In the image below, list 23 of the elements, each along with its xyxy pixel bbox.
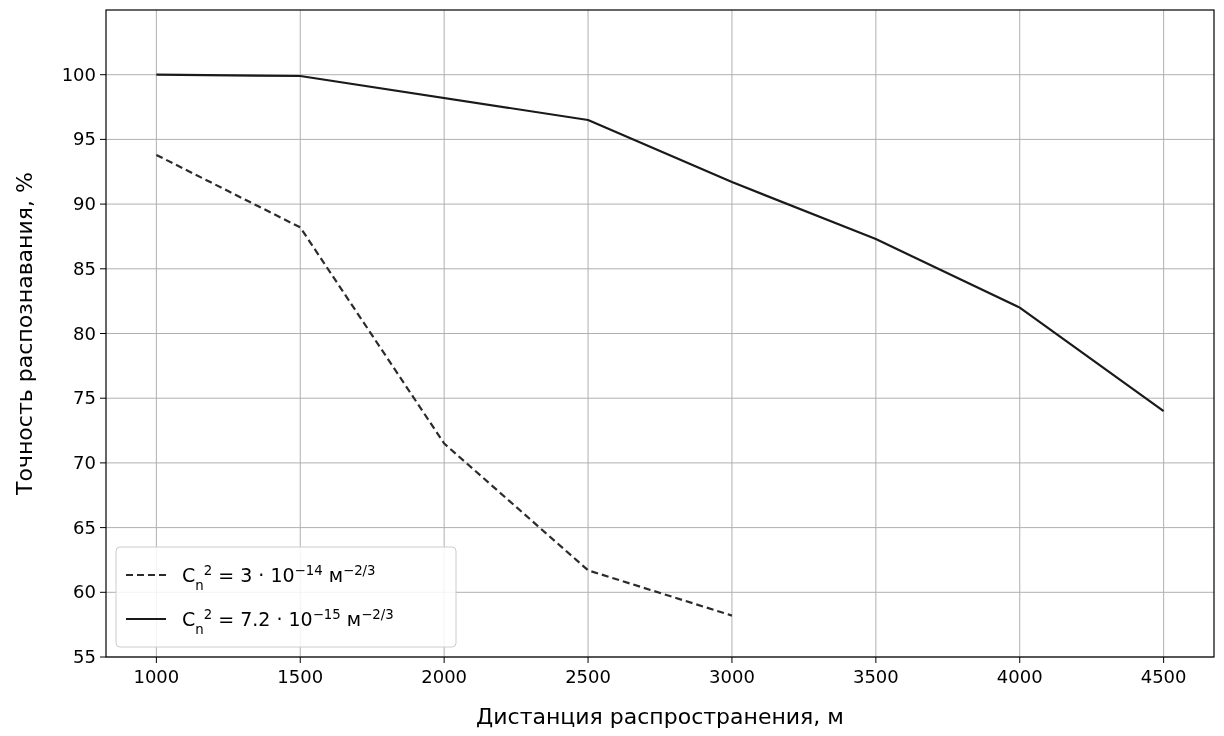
legend-label: C$_{n}$$^{2}$ = 7.2 · 10$^{−15}$ м$^{−2/3}$ [182, 606, 394, 637]
y-tick-label: 90 [73, 193, 96, 215]
y-tick-label: 65 [73, 516, 96, 538]
x-tick-label: 4500 [1140, 666, 1187, 687]
y-tick-label: 95 [73, 128, 96, 150]
y-tick-label: 100 [61, 63, 96, 85]
x-tick-label: 3000 [709, 666, 755, 687]
line-series [155, 73, 1165, 413]
x-tick-label: 2000 [421, 666, 468, 687]
x-tick-label: 1500 [277, 666, 324, 687]
y-tick-label: 60 [73, 581, 96, 603]
x-tick-label: 1000 [133, 666, 180, 687]
y-tick-label: 70 [73, 451, 96, 473]
y-tick-label: 55 [73, 646, 96, 667]
x-tick-label: 4000 [996, 666, 1043, 687]
y-tick-label: 75 [73, 387, 96, 409]
y-axis-title: Точность распознавания, % [12, 172, 37, 496]
x-tick-label: 3500 [852, 666, 899, 687]
x-axis-title: Дистанция распространения, м [476, 704, 844, 729]
y-tick-label: 85 [73, 257, 96, 279]
legend-label: C$_{n}$$^{2}$ = 3 · 10$^{−14}$ м$^{−2/3}$ [182, 562, 376, 593]
x-tick-label: 2500 [565, 666, 611, 687]
y-tick-label: 80 [73, 322, 96, 344]
